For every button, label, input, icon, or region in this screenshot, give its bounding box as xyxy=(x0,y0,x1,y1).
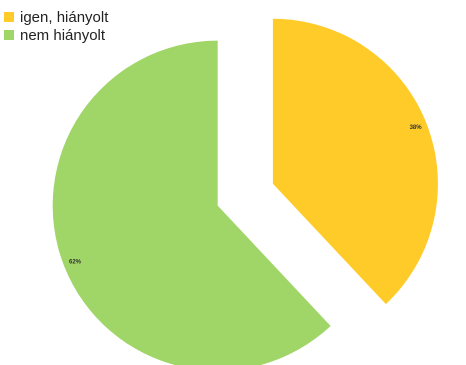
legend-item-nem-hianyolt[interactable]: nem hiányolt xyxy=(4,26,108,44)
data-label-nem-hianyolt: 62% xyxy=(69,260,82,266)
pie-labels: 38% 62% xyxy=(69,125,422,266)
legend-label-nem-hianyolt: nem hiányolt xyxy=(20,26,106,44)
chart-legend: igen, hiányolt nem hiányolt xyxy=(4,8,108,44)
legend-label-igen-hianyolt: igen, hiányolt xyxy=(20,8,109,26)
pie-slice-igen-hianyolt[interactable] xyxy=(272,18,438,305)
data-label-igen-hianyolt: 38% xyxy=(410,125,423,131)
legend-item-igen-hianyolt[interactable]: igen, hiányolt xyxy=(4,8,108,26)
pie-slices xyxy=(52,18,438,365)
legend-swatch-nem-hianyolt xyxy=(4,30,14,40)
legend-swatch-igen-hianyolt xyxy=(4,12,14,22)
pie-slice-nem-hianyolt[interactable] xyxy=(52,40,331,365)
